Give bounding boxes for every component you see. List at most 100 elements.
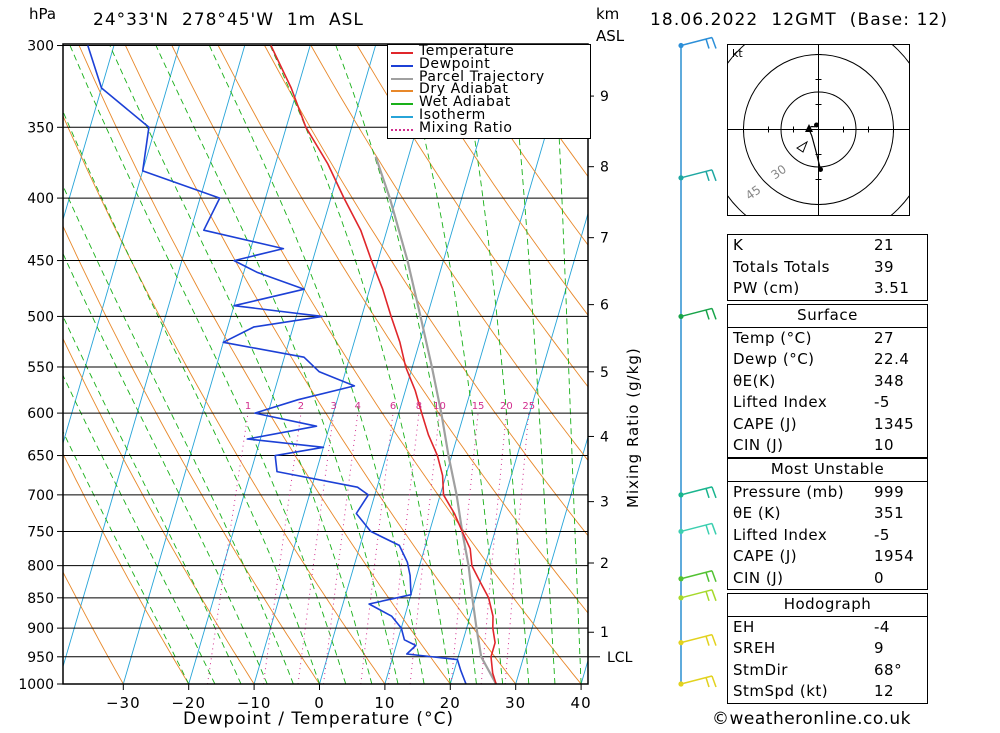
wind-barb-dot	[678, 595, 684, 601]
temperature-tick-label: −10	[237, 694, 272, 712]
pressure-tick-label: 800	[27, 559, 54, 575]
mixing-ratio-label: 3	[331, 401, 337, 412]
temperature-tick-label: 0	[314, 694, 325, 712]
temperature-tick-label: −20	[171, 694, 206, 712]
wind-barb-shaft	[680, 675, 713, 685]
pressure-tick-label: 950	[27, 650, 54, 666]
dry-adiabat-line	[403, 45, 588, 316]
wet-adiabat-line	[554, 45, 582, 684]
table-row-value: 27	[874, 328, 895, 347]
wind-barb	[678, 307, 717, 320]
wind-barb-flag	[711, 634, 717, 646]
table-row-value: 348	[874, 371, 905, 390]
wet-adiabat-line	[509, 45, 556, 684]
wind-barb-flag	[711, 169, 717, 182]
height-tick-label: 7	[600, 231, 609, 247]
wind-barb	[678, 36, 717, 49]
table-row-label: Temp (°C)	[733, 328, 812, 347]
mixing-ratio-label: 6	[390, 401, 396, 412]
legend-label: Wet Adiabat	[419, 94, 511, 111]
storm-motion-marker	[805, 124, 813, 132]
legend-label: Dry Adiabat	[419, 81, 509, 98]
mixing-ratio-line	[323, 413, 359, 684]
wind-barb-flag	[705, 171, 710, 182]
table-row-label: PW (cm)	[733, 279, 800, 297]
table-row-label: Totals Totals	[733, 257, 830, 276]
hodograph-point	[818, 167, 823, 172]
wind-barb-shaft	[680, 522, 713, 533]
pressure-tick-label: 300	[27, 39, 54, 55]
mixing-ratio-label: 15	[472, 401, 485, 412]
pressure-unit-label: hPa	[29, 5, 57, 23]
wind-barb-shaft	[680, 589, 713, 599]
table-row: Temp (°C) 27	[728, 328, 927, 350]
dry-adiabat-line	[78, 45, 451, 684]
table-row-label: StmDir	[733, 660, 788, 679]
wind-barb-flag	[711, 675, 717, 688]
isotherm-line	[319, 45, 507, 684]
mixing-ratio-label: 2	[298, 401, 304, 412]
x-axis-title: Dewpoint / Temperature (°C)	[183, 709, 455, 729]
table-row-value: 1345	[874, 414, 915, 433]
table-row-value: -4	[874, 617, 890, 636]
table-row-label: EH	[733, 617, 755, 636]
mixing-ratio-line	[480, 413, 507, 684]
dry-adiabat-line	[264, 45, 588, 537]
wet-adiabat-line	[208, 45, 425, 684]
table-row: K 21	[728, 235, 927, 257]
pressure-tick-label: 1000	[18, 677, 54, 693]
wind-barb-shaft	[680, 307, 713, 318]
table-row-label: Pressure (mb)	[733, 482, 845, 501]
table-row-label: Dewp (°C)	[733, 350, 815, 368]
isotherm-line	[122, 45, 311, 684]
table-row-value: 351	[874, 504, 905, 522]
height-unit-asl: ASL	[596, 27, 625, 45]
legend-label: Dewpoint	[419, 55, 491, 72]
isotherm-line	[449, 211, 588, 684]
legend-swatch	[391, 52, 413, 54]
legend-item: Isotherm	[388, 108, 588, 123]
legend-label: Parcel Trajectory	[419, 68, 545, 85]
table-row-label: CAPE (J)	[733, 547, 798, 565]
legend-item: Dewpoint	[388, 55, 588, 72]
wind-barb-flag	[711, 486, 717, 499]
indices-table: K 21 Totals Totals 39 PW (cm) 3.51	[727, 234, 928, 301]
table-row-label: CIN (J)	[733, 568, 784, 587]
pressure-tick-label: 400	[27, 191, 54, 207]
temperature-tick-label: −30	[106, 694, 141, 712]
table-row-label: CIN (J)	[733, 436, 784, 454]
isotherm-line	[384, 45, 573, 684]
height-tick-label: 5	[600, 365, 609, 381]
wind-barb-flag	[711, 589, 717, 602]
height-tick-label: 3	[600, 495, 609, 511]
mixing-ratio-label: 25	[522, 401, 535, 412]
height-tick-label: 4	[600, 429, 609, 445]
table-row: Lifted Index -5	[728, 525, 927, 547]
wind-barb-shaft	[680, 486, 713, 496]
wet-adiabat-line	[69, 45, 347, 684]
wind-barb-flag	[705, 309, 710, 320]
isotherm-line	[63, 45, 246, 669]
legend: Temperature Dewpoint Parcel Trajectory Dry …	[387, 44, 591, 139]
dry-adiabat-line	[125, 45, 517, 684]
wind-barb-flag	[705, 488, 710, 499]
mixing-ratio-label: 10	[433, 401, 446, 412]
table-row: Totals Totals 39	[728, 257, 927, 279]
table-row: PW (cm) 3.51	[728, 278, 927, 300]
table-row: StmSpd (kt) 12	[728, 681, 927, 703]
legend-swatch	[391, 103, 413, 106]
plot-frame	[62, 43, 589, 685]
table-row: θE (K) 351	[728, 503, 927, 525]
wet-adiabat-line	[155, 45, 399, 684]
table-row-value: -5	[874, 393, 890, 411]
table-row-value: 0	[874, 568, 885, 587]
wet-adiabat-line	[63, 110, 320, 684]
copyright: ©weatheronline.co.uk	[712, 709, 912, 729]
table-row-value: -5	[874, 525, 890, 544]
legend-item: Parcel Trajectory	[388, 68, 588, 85]
wind-barb-shaft	[680, 169, 713, 179]
table-row: CIN (J) 10	[728, 435, 927, 457]
legend-swatch	[391, 116, 413, 118]
